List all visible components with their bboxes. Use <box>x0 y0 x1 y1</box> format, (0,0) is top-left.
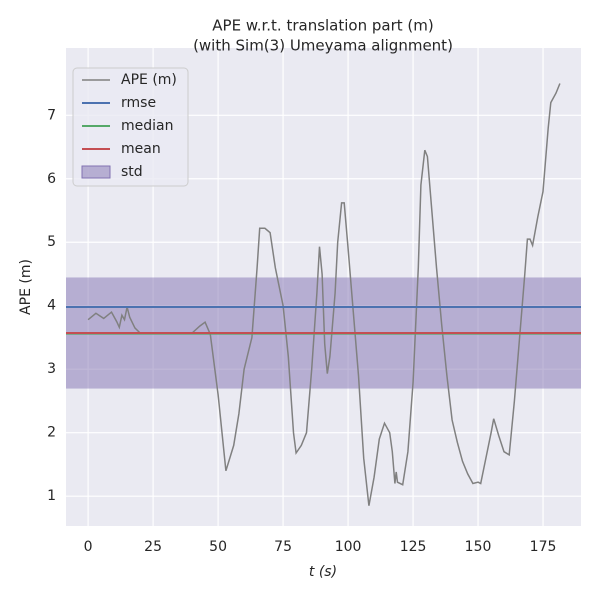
chart-subtitle: (with Sim(3) Umeyama alignment) <box>193 37 453 55</box>
y-tick-label: 7 <box>47 107 56 123</box>
x-tick-label: 25 <box>144 539 162 555</box>
legend-label: std <box>121 164 143 180</box>
data-line <box>87 83 561 506</box>
legend-label: median <box>121 118 173 134</box>
y-tick-label: 2 <box>47 425 56 441</box>
x-tick-label: 150 <box>465 539 492 555</box>
y-tick-label: 1 <box>47 488 56 504</box>
y-axis-label: APE (m) <box>18 259 34 315</box>
x-tick-label: 125 <box>400 539 427 555</box>
y-tick-label: 3 <box>47 361 56 377</box>
y-tick-label: 6 <box>47 171 56 187</box>
x-tick-label: 50 <box>209 539 227 555</box>
legend-label: rmse <box>121 95 156 111</box>
y-tick-label: 5 <box>47 234 56 250</box>
x-tick-label: 175 <box>530 539 557 555</box>
chart-title: APE w.r.t. translation part (m) <box>212 17 433 35</box>
legend-label: APE (m) <box>121 72 177 88</box>
y-tick-label: 4 <box>47 298 56 314</box>
legend-box <box>72 67 189 187</box>
x-tick-label: 100 <box>335 539 362 555</box>
x-tick-label: 0 <box>84 539 93 555</box>
legend-label: mean <box>121 141 161 157</box>
x-tick-label: 75 <box>274 539 292 555</box>
x-axis-label: t (s) <box>309 564 337 580</box>
legend-swatch <box>81 165 111 179</box>
